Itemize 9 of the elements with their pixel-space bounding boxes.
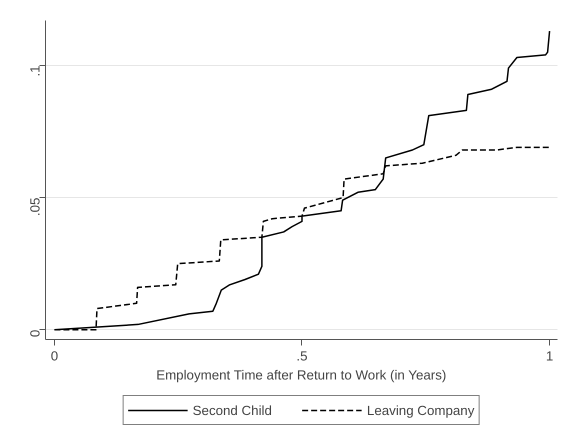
legend-label: Leaving Company: [366, 402, 474, 418]
x-tick-label: .5: [296, 348, 308, 364]
x-tick-label: 1: [546, 348, 554, 364]
y-tick-label: 0: [28, 330, 42, 338]
y-tick-label: .05: [28, 198, 42, 216]
y-tick-label: .1: [28, 65, 42, 77]
x-axis-title: Employment Time after Return to Work (in Years): [156, 368, 446, 382]
x-tick-label: 0: [50, 348, 58, 364]
legend-label: Second Child: [192, 402, 272, 418]
